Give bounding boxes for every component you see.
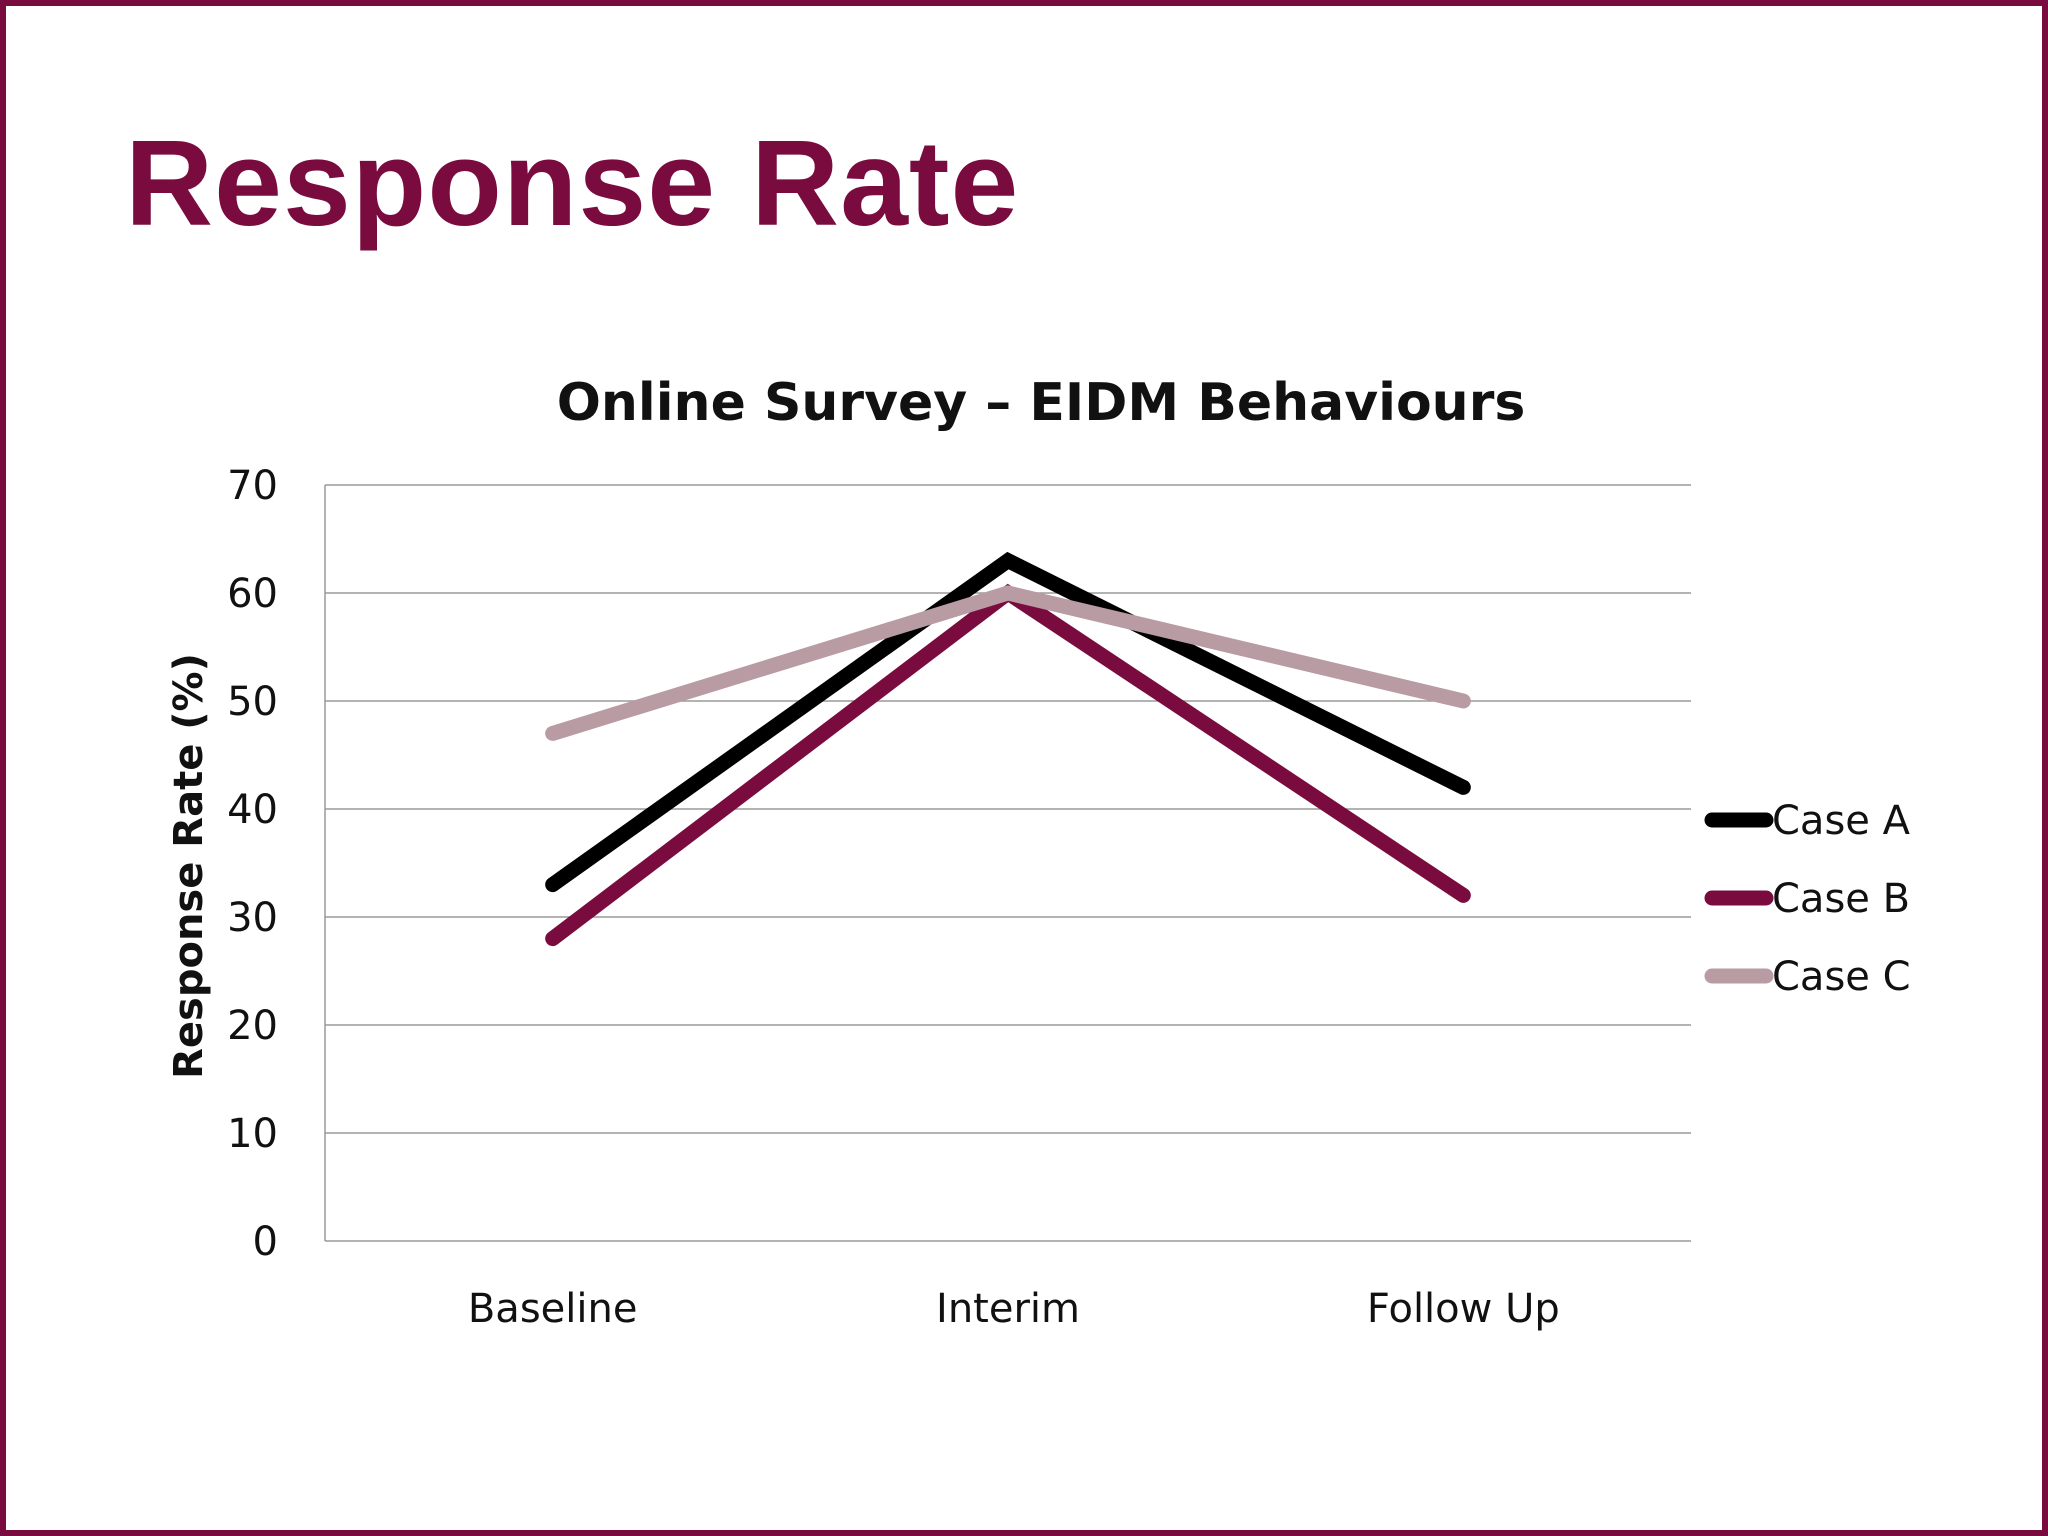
- chart-title: Online Survey – EIDM Behaviours: [557, 373, 1526, 433]
- legend-label: Case C: [1772, 954, 1911, 1000]
- y-tick-label: 20: [227, 1003, 278, 1049]
- x-tick-label: Interim: [936, 1286, 1080, 1332]
- y-tick-label: 50: [227, 679, 278, 725]
- y-axis-ticks: 0 10 20 30 40 50 60 70: [227, 463, 278, 1265]
- slide-title: Response Rate: [125, 115, 1020, 251]
- series-line-case-c: [545, 585, 1471, 741]
- legend: Case A Case B Case C: [1704, 798, 1911, 1000]
- y-tick-label: 70: [227, 463, 278, 509]
- series-lines: [545, 551, 1471, 947]
- y-axis-label: Response Rate (%): [166, 653, 212, 1079]
- x-tick-label: Baseline: [468, 1286, 638, 1332]
- legend-label: Case A: [1772, 798, 1911, 844]
- y-tick-label: 10: [227, 1111, 278, 1157]
- y-tick-label: 60: [227, 571, 278, 617]
- y-tick-label: 40: [227, 787, 278, 833]
- legend-label: Case B: [1772, 876, 1910, 922]
- x-tick-label: Follow Up: [1367, 1286, 1560, 1332]
- y-tick-label: 0: [253, 1219, 278, 1265]
- y-tick-label: 30: [227, 895, 278, 941]
- x-axis-ticks: Baseline Interim Follow Up: [468, 1286, 1560, 1332]
- series-line-case-a: [545, 551, 1471, 893]
- series-line-case-b: [545, 583, 1471, 947]
